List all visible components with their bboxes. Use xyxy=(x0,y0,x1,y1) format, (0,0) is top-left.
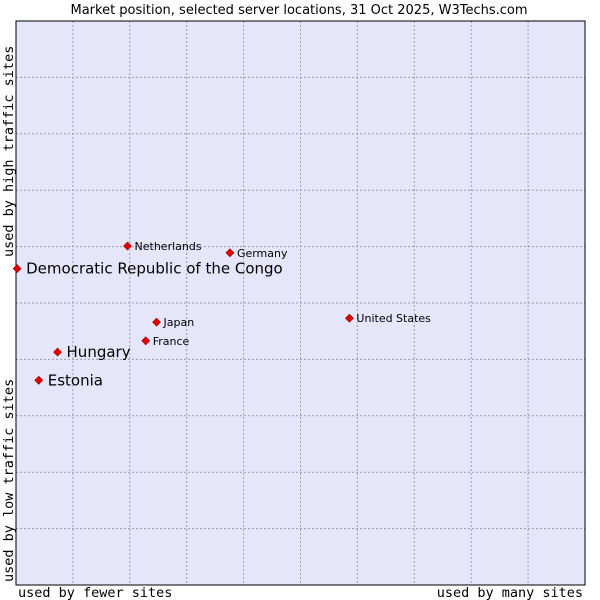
point-marker-netherlands xyxy=(123,241,132,251)
grid-lines xyxy=(16,21,585,585)
x-axis-label-left: used by fewer sites xyxy=(18,585,172,600)
point-marker-united-states xyxy=(345,313,354,323)
point-label-germany: Germany xyxy=(237,247,288,260)
point-label-estonia: Estonia xyxy=(48,371,103,389)
point-marker-france xyxy=(141,336,151,346)
plot-frame xyxy=(15,20,586,586)
point-label-japan: Japan xyxy=(163,316,195,329)
point-marker-germany xyxy=(225,248,235,258)
point-label-hungary: Hungary xyxy=(67,343,131,361)
x-axis-label-right: used by many sites xyxy=(437,585,583,600)
chart-title: Market position, selected server locatio… xyxy=(70,3,527,18)
y-axis-label-top: used by high traffic sites xyxy=(1,46,17,257)
point-marker-hungary xyxy=(53,347,62,357)
point-marker-japan xyxy=(152,317,161,327)
point-label-netherlands: Netherlands xyxy=(135,240,202,253)
point-label-united-states: United States xyxy=(356,312,431,325)
point-marker-democratic-republic-of-the-congo xyxy=(12,264,22,274)
y-axis-label-bottom: used by low traffic sites xyxy=(1,379,17,582)
point-label-democratic-republic-of-the-congo: Democratic Republic of the Congo xyxy=(26,260,283,278)
point-marker-estonia xyxy=(34,375,44,385)
point-label-france: France xyxy=(153,335,190,348)
